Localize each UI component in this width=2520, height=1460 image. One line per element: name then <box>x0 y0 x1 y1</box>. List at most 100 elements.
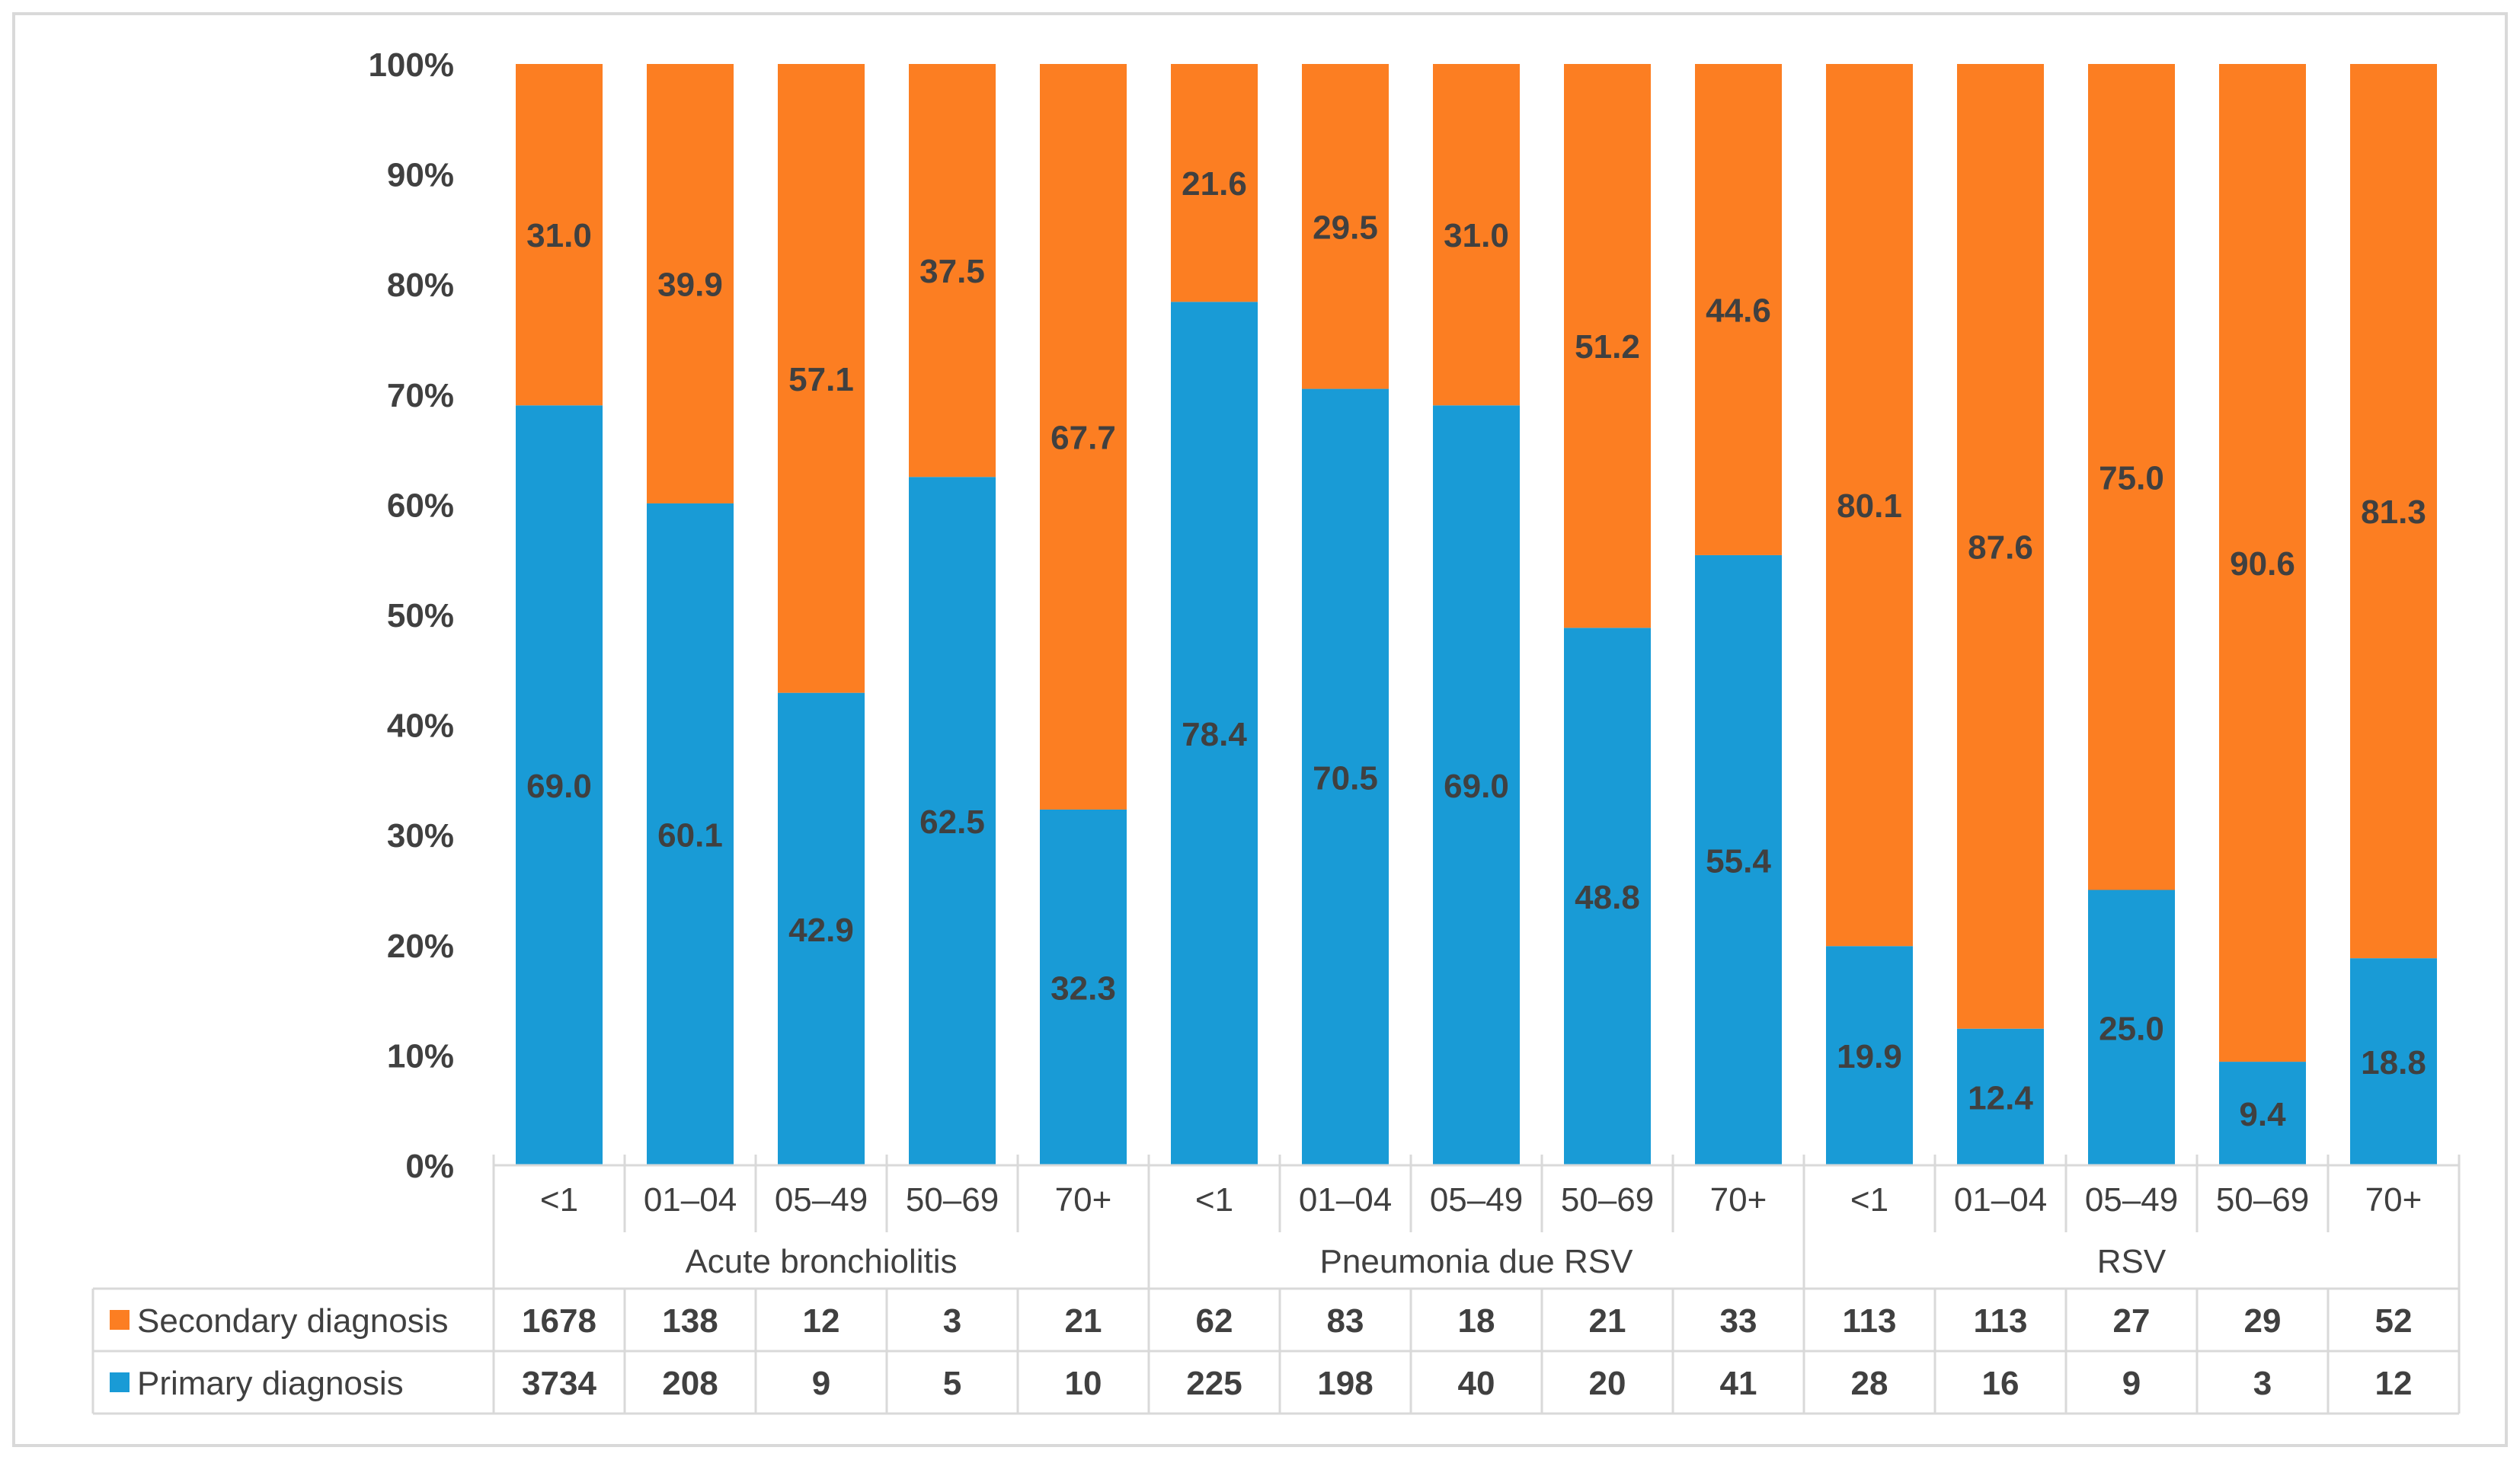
data-label-primary: 19.9 <box>1837 1038 1902 1075</box>
data-label-secondary: 90.6 <box>2230 545 2295 583</box>
data-label-secondary: 37.5 <box>919 253 985 290</box>
y-tick-label: 20% <box>387 928 454 965</box>
data-label-primary: 55.4 <box>1706 842 1771 880</box>
table-cell-value: 12 <box>2375 1365 2413 1402</box>
data-label-primary: 60.1 <box>657 816 723 854</box>
table-cell-value: 40 <box>1458 1365 1495 1402</box>
data-label-primary: 48.8 <box>1575 879 1640 916</box>
data-label-secondary: 81.3 <box>2361 494 2426 531</box>
data-label-primary: 25.0 <box>2099 1010 2164 1047</box>
data-label-primary: 69.0 <box>1444 768 1509 805</box>
x-category-label: <1 <box>1850 1181 1888 1219</box>
table-cell-value: 33 <box>1720 1302 1757 1340</box>
data-label-secondary: 44.6 <box>1706 292 1771 329</box>
bar-primary-diagnosis <box>2219 1062 2306 1165</box>
x-category-label: 05–49 <box>775 1181 868 1219</box>
data-label-primary: 70.5 <box>1313 759 1378 797</box>
data-label-secondary: 31.0 <box>526 217 592 254</box>
table-cell-value: 208 <box>662 1365 718 1402</box>
bar-secondary-diagnosis <box>2219 64 2306 1062</box>
table-cell-value: 113 <box>1974 1302 2028 1340</box>
y-tick-label: 40% <box>387 708 454 745</box>
table-cell-value: 9 <box>812 1365 830 1402</box>
table-cell-value: 1678 <box>522 1302 596 1340</box>
data-label-primary: 78.4 <box>1182 716 1247 753</box>
data-label-secondary: 87.6 <box>1968 529 2033 566</box>
bar-secondary-diagnosis <box>1826 64 1913 947</box>
y-tick-label: 10% <box>387 1037 454 1075</box>
x-category-label: <1 <box>1195 1181 1233 1219</box>
bar-secondary-diagnosis <box>909 64 996 478</box>
y-tick-label: 90% <box>387 157 454 194</box>
bar-secondary-diagnosis <box>647 64 734 503</box>
bar-labels: 69.0 31.0 60.1 39.9 42.9 57.1 62.5 37.5 32.3 67.7… <box>526 165 2426 1133</box>
x-category-label: 70+ <box>2365 1181 2422 1219</box>
data-label-primary: 69.0 <box>526 768 592 805</box>
legend-swatch <box>110 1372 130 1392</box>
table-cell-value: 16 <box>1982 1365 2020 1402</box>
y-tick-label: 60% <box>387 487 454 524</box>
x-category-label: 50–69 <box>1561 1181 1654 1219</box>
bar-secondary-diagnosis <box>1171 64 1258 302</box>
table-cell-value: 198 <box>1317 1365 1373 1402</box>
data-label-secondary: 75.0 <box>2099 459 2164 497</box>
table-cell-value: 10 <box>1065 1365 1102 1402</box>
bar-primary-diagnosis <box>1957 1028 2044 1165</box>
x-category-label: 01–04 <box>1954 1181 2047 1219</box>
table-cell-value: 20 <box>1589 1365 1626 1402</box>
table-cell-value: 27 <box>2113 1302 2151 1340</box>
data-label-primary: 9.4 <box>2239 1096 2286 1133</box>
table-cell-value: 113 <box>1843 1302 1897 1340</box>
data-label-secondary: 51.2 <box>1575 328 1640 366</box>
data-label-secondary: 80.1 <box>1837 487 1902 525</box>
table-cell-value: 41 <box>1720 1365 1757 1402</box>
table-cell-value: 3734 <box>522 1365 596 1402</box>
legend-swatch <box>110 1310 130 1330</box>
bar-primary-diagnosis <box>2350 958 2437 1165</box>
data-label-secondary: 57.1 <box>788 361 854 398</box>
data-label-secondary: 21.6 <box>1182 165 1247 203</box>
table-cell-value: 5 <box>943 1365 961 1402</box>
table-cell-value: 52 <box>2375 1302 2413 1340</box>
bar-primary-diagnosis <box>2088 890 2175 1165</box>
bar-secondary-diagnosis <box>1695 64 1782 555</box>
bar-secondary-diagnosis <box>1957 64 2044 1029</box>
x-group-label: RSV <box>2097 1243 2167 1280</box>
x-group-label: Pneumonia due RSV <box>1320 1243 1634 1280</box>
bar-primary-diagnosis <box>516 405 603 1165</box>
y-axis: 0% 10% 20% 30% 40% 50% 60% 70% 80% 90% 100% <box>368 46 454 1185</box>
y-tick-label: 70% <box>387 377 454 414</box>
data-label-primary: 32.3 <box>1051 970 1116 1007</box>
x-category-label: 05–49 <box>2085 1181 2178 1219</box>
data-label-secondary: 39.9 <box>657 266 723 303</box>
y-tick-label: 0% <box>405 1148 454 1185</box>
bar-primary-diagnosis <box>1826 946 1913 1165</box>
y-tick-label: 30% <box>387 817 454 855</box>
bar-primary-diagnosis <box>778 692 865 1165</box>
bar-secondary-diagnosis <box>1040 64 1127 810</box>
x-category-label: 01–04 <box>1299 1181 1392 1219</box>
table-cell-value: 18 <box>1458 1302 1495 1340</box>
y-tick-label: 50% <box>387 597 454 634</box>
bar-secondary-diagnosis <box>2350 64 2437 959</box>
bar-primary-diagnosis <box>1302 388 1389 1165</box>
table-cell-value: 3 <box>2253 1365 2272 1402</box>
x-category-label: 01–04 <box>644 1181 737 1219</box>
bar-secondary-diagnosis <box>516 64 603 406</box>
table-cell-value: 62 <box>1196 1302 1233 1340</box>
table-cell-value: 83 <box>1327 1302 1364 1340</box>
x-category-label: <1 <box>540 1181 578 1219</box>
x-category-label: 05–49 <box>1430 1181 1523 1219</box>
table-cell-value: 225 <box>1186 1365 1242 1402</box>
x-category-label: 50–69 <box>906 1181 999 1219</box>
table-cell-value: 9 <box>2122 1365 2141 1402</box>
x-group-label: Acute bronchiolitis <box>685 1243 957 1280</box>
x-category-label: 70+ <box>1055 1181 1112 1219</box>
legend-label: Secondary diagnosis <box>137 1302 448 1340</box>
data-label-secondary: 29.5 <box>1313 209 1378 246</box>
bar-secondary-diagnosis <box>1433 64 1520 406</box>
x-category-label: 70+ <box>1710 1181 1767 1219</box>
bar-primary-diagnosis <box>1040 809 1127 1165</box>
bar-secondary-diagnosis <box>1302 64 1389 389</box>
